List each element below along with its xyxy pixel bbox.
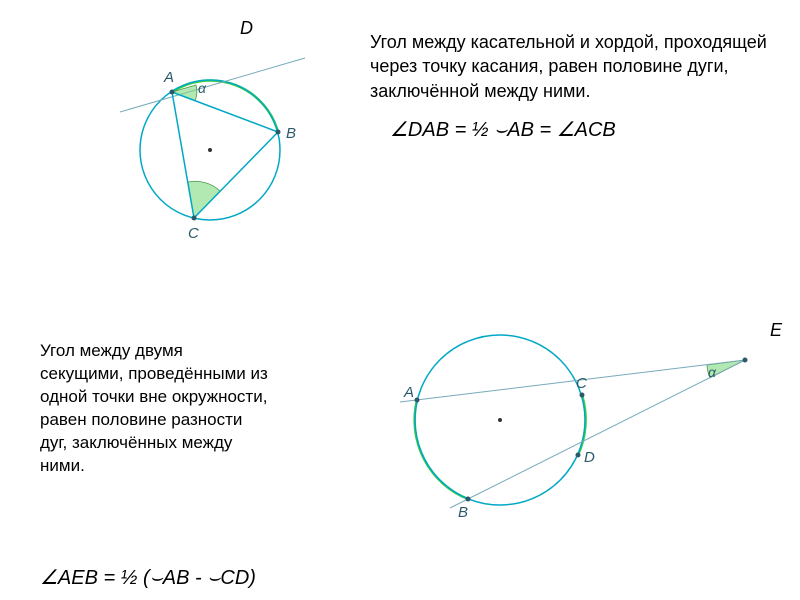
label-alpha-2: α xyxy=(708,364,717,380)
point-D2-dot xyxy=(576,453,581,458)
chord-AB xyxy=(172,92,278,132)
chord-BC xyxy=(194,132,278,218)
chord-AC xyxy=(172,92,194,218)
label-A: A xyxy=(163,69,174,86)
point-B-dot xyxy=(276,130,281,135)
label-E: E xyxy=(770,320,782,341)
top-formula: ∠DAB = ½ ⌣AB = ∠ACB xyxy=(370,117,770,142)
top-theorem-text: Угол между касательной и хордой, проходя… xyxy=(370,30,770,103)
label-B: B xyxy=(286,125,296,142)
label-D2: D xyxy=(584,449,595,466)
bottom-text-block: Угол между двумя секущими, проведёнными … xyxy=(40,340,270,478)
tangent-line xyxy=(120,58,305,112)
top-text-block: Угол между касательной и хордой, проходя… xyxy=(370,30,770,142)
secant-EDB xyxy=(450,360,745,508)
label-A2: A xyxy=(403,384,414,401)
point-E-dot xyxy=(743,358,748,363)
center-dot xyxy=(208,148,212,152)
label-D: D xyxy=(240,18,253,39)
tangent-chord-diagram: A B C α xyxy=(100,30,320,250)
bottom-formula: ∠AEB = ½ (⌣AB - ⌣CD) xyxy=(40,565,256,590)
point-B2-dot xyxy=(466,497,471,502)
point-C-dot xyxy=(192,216,197,221)
label-B2: B xyxy=(458,504,468,521)
center-dot-2 xyxy=(498,418,502,422)
label-C: C xyxy=(188,225,199,242)
label-C2: C xyxy=(576,375,587,392)
point-C2-dot xyxy=(580,393,585,398)
arc-AB-2 xyxy=(415,400,468,499)
point-A2-dot xyxy=(415,398,420,403)
bottom-section: Угол между двумя секущими, проведёнными … xyxy=(0,300,800,590)
bottom-theorem-text: Угол между двумя секущими, проведёнными … xyxy=(40,340,270,478)
point-A-dot xyxy=(170,90,175,95)
top-section: A B C α D Угол между касательной и хордо… xyxy=(0,10,800,260)
diagram2-svg: A B C D α xyxy=(350,310,790,530)
secants-diagram: A B C D α xyxy=(350,310,790,530)
secant-ECA xyxy=(400,360,745,402)
label-alpha: α xyxy=(198,80,207,96)
diagram1-svg: A B C α xyxy=(100,30,320,250)
